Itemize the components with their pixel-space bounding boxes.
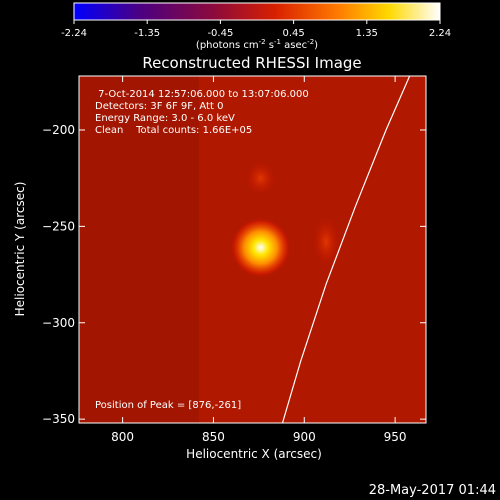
colorbar-tick-label: 0.45 — [282, 28, 304, 39]
x-tick-label: 850 — [202, 430, 225, 444]
x-tick-label: 950 — [384, 430, 407, 444]
info-line: Energy Range: 3.0 - 6.0 keV — [95, 113, 235, 124]
y-tick-label: −350 — [42, 412, 75, 426]
solar-limb — [281, 76, 411, 423]
x-axis-ticks: 800 850 900 950 — [111, 76, 407, 444]
colorbar-gradient — [73, 2, 441, 21]
source-layer — [230, 160, 341, 278]
colorbar-tick-label: 1.35 — [356, 28, 378, 39]
info-line: Clean Total counts: 1.66E+05 — [95, 125, 252, 136]
info-line: Detectors: 3F 6F 9F, Att 0 — [95, 101, 223, 112]
plot-frame — [78, 75, 427, 424]
y-axis-ticks: −200 −250 −300 −350 — [42, 123, 426, 426]
colorbar-tick-label: -1.35 — [134, 28, 160, 39]
colorbar-ticks: -2.24 -1.35 -0.45 0.45 1.35 2.24 — [61, 20, 451, 39]
flare-source-secondary — [312, 215, 341, 268]
colorbar-unit: (photons cm-2 s-1 asec-2) — [196, 38, 318, 51]
plot-title: Reconstructed RHESSI Image — [142, 54, 361, 72]
x-axis-label: Heliocentric X (arcsec) — [186, 447, 322, 461]
y-axis-label: Heliocentric Y (arcsec) — [13, 182, 27, 317]
colorbar: -2.24 -1.35 -0.45 0.45 1.35 2.24 (photons cm-… — [61, 2, 451, 51]
info-line: 7-Oct-2014 12:57:06.000 to 13:07:06.000 — [95, 89, 309, 100]
y-tick-label: −250 — [42, 219, 75, 233]
info-block: 7-Oct-2014 12:57:06.000 to 13:07:06.000D… — [95, 89, 309, 136]
colorbar-tick-label: -0.45 — [207, 28, 233, 39]
image-area — [79, 76, 426, 423]
peak-label: Position of Peak = [876,-261] — [95, 400, 241, 411]
colorbar-tick-label: -2.24 — [61, 28, 87, 39]
colorbar-tick-label: 2.24 — [429, 28, 451, 39]
image-background-shade — [79, 76, 199, 423]
y-tick-label: −200 — [42, 123, 75, 137]
flare-source-main — [230, 217, 291, 278]
timestamp: 28-May-2017 01:44 — [369, 483, 496, 498]
y-tick-label: −300 — [42, 316, 75, 330]
x-tick-label: 900 — [293, 430, 316, 444]
x-tick-label: 800 — [111, 430, 134, 444]
flare-source-secondary — [244, 160, 277, 197]
